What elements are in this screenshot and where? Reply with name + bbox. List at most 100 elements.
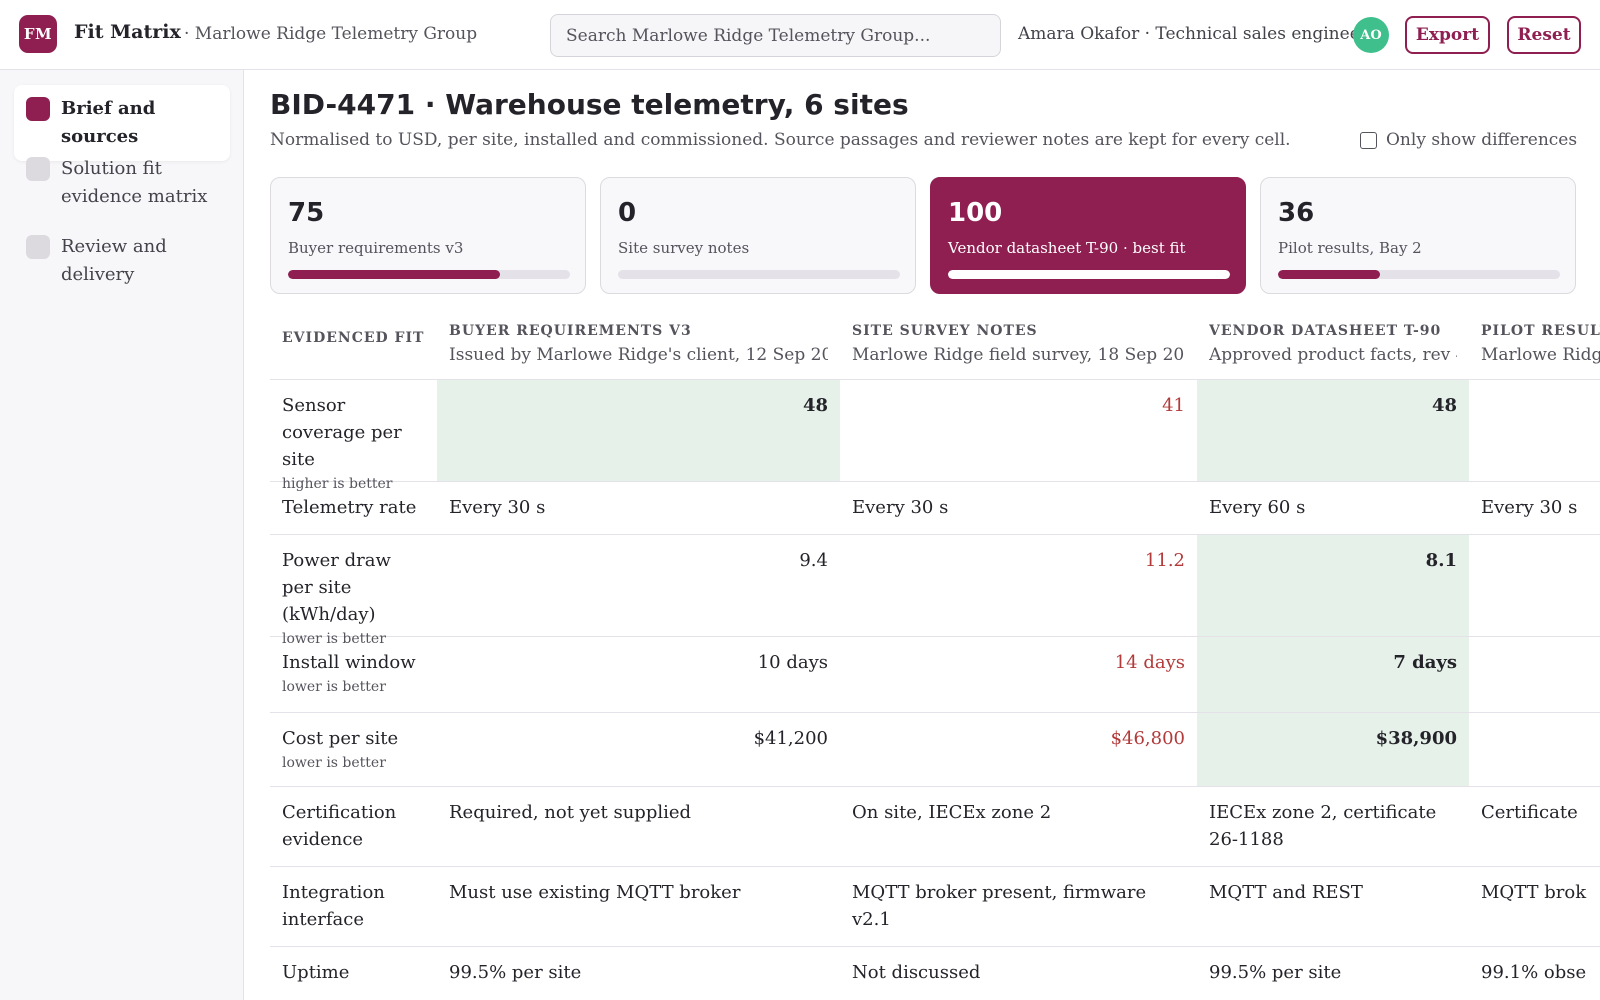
card-score: 0: [618, 198, 637, 228]
matrix-cell[interactable]: 11.2: [1144, 550, 1185, 571]
column-name: BUYER REQUIREMENTS V3: [449, 323, 692, 339]
matrix-cell[interactable]: MQTT broker present, firmware v2.1: [852, 882, 1147, 930]
only-differences-toggle[interactable]: Only show differences: [1360, 130, 1577, 150]
summary-card-buyer-requirements[interactable]: 75 Buyer requirements v3: [270, 177, 586, 294]
column-header-pilot[interactable]: PILOT RESULTS, BAY 2 Marlowe Ridge pilot…: [1469, 310, 1600, 379]
row-label-cell: Telemetry rate: [270, 482, 437, 534]
app-logo[interactable]: FM: [19, 15, 57, 53]
row-hint: lower is better: [282, 679, 386, 695]
matrix-cell[interactable]: [1469, 535, 1600, 636]
score-bar-fill: [1278, 270, 1380, 279]
card-score: 75: [288, 198, 325, 228]
sidebar-item-solution-fit[interactable]: Solution fit evidence matrix: [14, 145, 230, 221]
matrix-cell[interactable]: 8.1: [1197, 535, 1469, 636]
column-description: Issued by Marlowe Ridge's client, 12 Sep…: [449, 345, 828, 365]
card-label: Buyer requirements v3: [288, 239, 464, 257]
row-label: Install window: [282, 652, 416, 673]
matrix-cell[interactable]: 7 days: [1197, 637, 1469, 712]
column-description: Approved product facts, rev 4: [1209, 345, 1457, 365]
sidebar-item-brief-and-sources[interactable]: Brief and sources: [14, 85, 230, 161]
matrix-cell[interactable]: 48: [1197, 380, 1469, 481]
main-content: BID-4471 · Warehouse telemetry, 6 sites …: [244, 70, 1600, 1000]
summary-card-pilot-results[interactable]: 36 Pilot results, Bay 2: [1260, 177, 1576, 294]
matrix-cell[interactable]: Every 60 s: [1209, 497, 1306, 518]
matrix-cell[interactable]: [1469, 637, 1600, 712]
table-row: Telemetry rate Every 30 s Every 30 s Eve…: [270, 482, 1600, 535]
table-row: Integration interface Must use existing …: [270, 867, 1600, 947]
table-row: Cost per site lower is better $41,200 $4…: [270, 713, 1600, 787]
row-label-cell: Power draw per site (kWh/day) lower is b…: [270, 535, 437, 647]
matrix-cell[interactable]: $38,900: [1197, 713, 1469, 786]
row-hint: lower is better: [282, 755, 386, 771]
matrix-cell[interactable]: 48: [437, 380, 840, 481]
column-header-buyer[interactable]: BUYER REQUIREMENTS V3 Issued by Marlowe …: [437, 310, 840, 379]
matrix-cell[interactable]: Every 30 s: [1481, 497, 1578, 518]
matrix-cell[interactable]: Required, not yet supplied: [449, 802, 692, 823]
matrix-cell[interactable]: 9.4: [799, 550, 828, 571]
row-label-cell: Sensor coverage per site higher is bette…: [270, 380, 437, 492]
matrix-cell[interactable]: 14 days: [1114, 652, 1185, 673]
matrix-cell[interactable]: Every 30 s: [449, 497, 546, 518]
table-row: Certification evidence Required, not yet…: [270, 787, 1600, 867]
avatar[interactable]: AO: [1353, 17, 1389, 53]
app-name: Fit Matrix: [74, 21, 181, 43]
sidebar: Brief and sources Solution fit evidence …: [0, 70, 244, 1000]
checkbox[interactable]: [1360, 131, 1377, 149]
export-button[interactable]: Export: [1405, 16, 1490, 54]
evidence-matrix: EVIDENCED FIT BUYER REQUIREMENTS V3 Issu…: [270, 310, 1600, 1000]
summary-card-site-survey[interactable]: 0 Site survey notes: [600, 177, 916, 294]
row-label: Sensor coverage per site: [282, 395, 402, 470]
score-bar: [618, 270, 900, 279]
row-label: Integration interface: [282, 882, 385, 930]
row-label: Cost per site: [282, 728, 399, 749]
matrix-cell[interactable]: Certificate: [1481, 802, 1578, 823]
matrix-cell[interactable]: 41: [1162, 395, 1185, 416]
matrix-cell[interactable]: MQTT and REST: [1209, 882, 1363, 903]
search-input[interactable]: [550, 14, 1001, 57]
table-row: Sensor coverage per site higher is bette…: [270, 380, 1600, 492]
matrix-cell[interactable]: Not discussed: [852, 962, 981, 983]
summary-card-vendor-datasheet[interactable]: 100 Vendor datasheet T-90 · best fit: [930, 177, 1246, 294]
sidebar-item-label: Review and delivery: [61, 236, 167, 285]
matrix-cell[interactable]: [1469, 380, 1600, 481]
row-hint: higher is better: [282, 476, 393, 492]
table-row: Install window lower is better 10 days 1…: [270, 637, 1600, 713]
sidebar-item-label: Solution fit evidence matrix: [61, 158, 208, 207]
row-label: Power draw per site (kWh/day): [282, 550, 391, 625]
matrix-cell[interactable]: Must use existing MQTT broker: [449, 882, 741, 903]
reset-button[interactable]: Reset: [1507, 16, 1581, 54]
column-description: Marlowe Ridge field survey, 18 Sep 2026: [852, 345, 1185, 365]
matrix-cell[interactable]: 99.5% per site: [1209, 962, 1342, 983]
user-name: Amara Okafor · Technical sales engineer: [1018, 24, 1368, 44]
sidebar-item-label: Brief and sources: [61, 98, 156, 147]
column-name: PILOT RESULTS, BAY 2: [1481, 323, 1600, 339]
row-label-cell: Cost per site lower is better: [270, 713, 437, 786]
matrix-cell[interactable]: 99.1% obse: [1481, 962, 1587, 983]
page-subtitle: Normalised to USD, per site, installed a…: [270, 130, 1291, 150]
row-hint: lower is better: [282, 631, 386, 647]
matrix-cell[interactable]: 99.5% per site: [449, 962, 582, 983]
matrix-cell[interactable]: MQTT brok: [1481, 882, 1587, 903]
top-bar: FM Fit Matrix · Marlowe Ridge Telemetry …: [0, 0, 1600, 70]
matrix-cell[interactable]: $46,800: [1110, 728, 1185, 749]
matrix-cell[interactable]: Every 30 s: [852, 497, 949, 518]
card-label: Pilot results, Bay 2: [1278, 239, 1422, 257]
score-bar: [1278, 270, 1560, 279]
sidebar-item-review-and-delivery[interactable]: Review and delivery: [14, 223, 230, 299]
matrix-cell[interactable]: On site, IECEx zone 2: [852, 802, 1052, 823]
row-label: Telemetry rate: [282, 497, 417, 518]
column-name: SITE SURVEY NOTES: [852, 323, 1038, 339]
matrix-cell[interactable]: IECEx zone 2, certificate 26-1188: [1209, 802, 1437, 850]
matrix-cell[interactable]: [1469, 713, 1600, 786]
nav-marker-icon: [26, 97, 50, 121]
table-row: Power draw per site (kWh/day) lower is b…: [270, 535, 1600, 647]
column-header-survey[interactable]: SITE SURVEY NOTES Marlowe Ridge field su…: [840, 310, 1197, 379]
column-header-vendor[interactable]: VENDOR DATASHEET T-90 Approved product f…: [1197, 310, 1469, 379]
nav-marker-icon: [26, 235, 50, 259]
row-label-cell: Certification evidence: [270, 787, 437, 866]
score-bar-fill: [948, 270, 1230, 279]
row-label: Certification evidence: [282, 802, 397, 850]
card-score: 36: [1278, 198, 1315, 228]
matrix-cell[interactable]: 10 days: [757, 652, 828, 673]
matrix-cell[interactable]: $41,200: [753, 728, 828, 749]
